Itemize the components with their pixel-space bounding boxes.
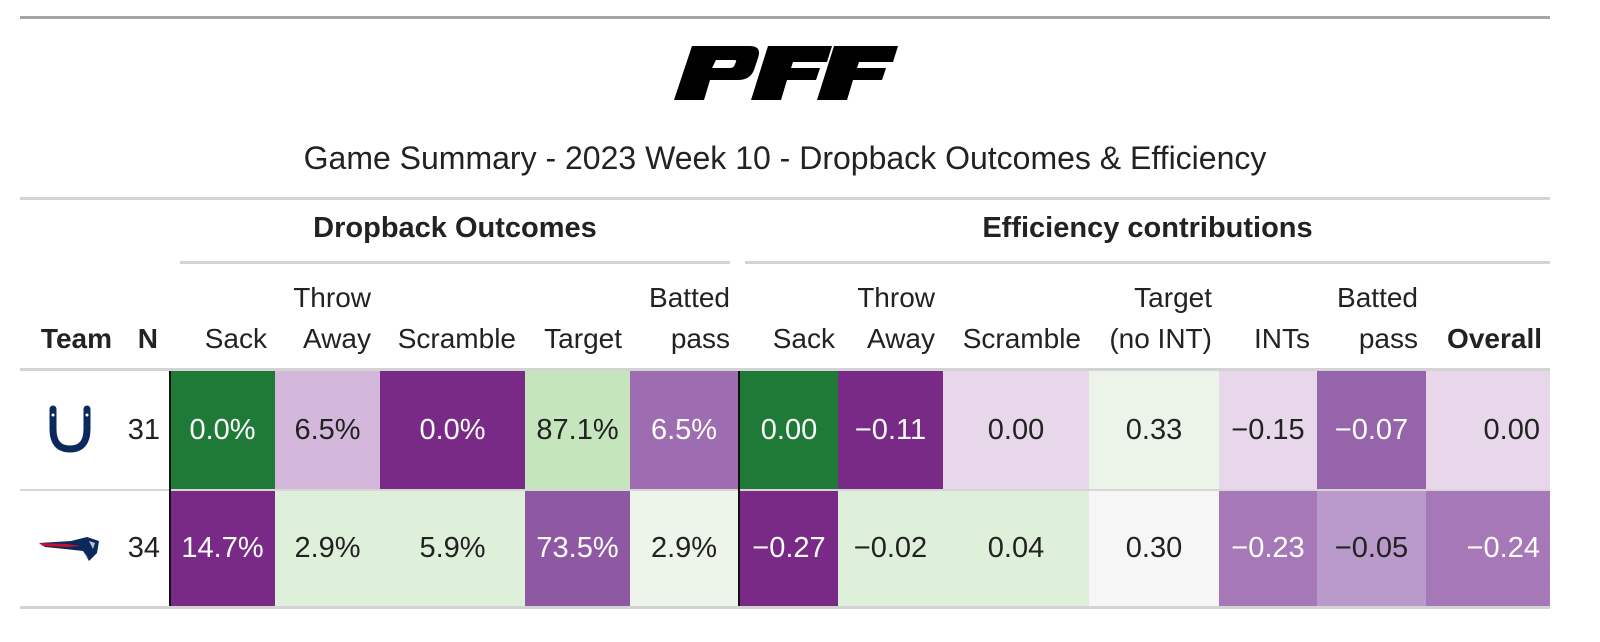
eff-sack-cell: −0.27 [740, 491, 838, 606]
eff-throw-away-cell: −0.11 [838, 371, 943, 489]
col-scramble: Scramble [397, 323, 516, 354]
col-overall: Overall [1447, 323, 1542, 354]
throw-away-pct-cell: 6.5% [275, 371, 380, 489]
col-eff-throw-away-line1: Throw [857, 282, 935, 313]
eff-batted-cell: −0.05 [1317, 491, 1426, 606]
col-eff-sack: Sack [772, 323, 835, 354]
col-n: N [137, 323, 158, 354]
col-eff-target-line1: Target [1134, 282, 1212, 313]
col-throw-away-line1: Throw [293, 282, 371, 313]
batted-pct-cell: 2.9% [630, 491, 738, 606]
eff-target-cell: 0.30 [1089, 491, 1219, 606]
col-sack: Sack [204, 323, 267, 354]
header-rule [20, 368, 1550, 371]
eff-target-cell: 0.33 [1089, 371, 1219, 489]
spanner-efficiency-contributions: Efficiency contributions [982, 212, 1313, 244]
col-batted-line1: Batted [649, 282, 730, 313]
spanner-dropback-rule [180, 261, 730, 264]
bottom-rule [20, 606, 1550, 609]
n-value: 31 [127, 413, 160, 446]
sack-pct-cell: 14.7% [170, 491, 275, 606]
group-divider-line [738, 371, 740, 606]
spanner-efficiency-rule [745, 261, 1550, 264]
n-value: 34 [127, 532, 160, 564]
left-border-line [169, 371, 171, 606]
col-eff-batted-line2: pass [1358, 323, 1418, 354]
col-eff-target-line2: (no INT) [1109, 323, 1212, 354]
table-title: Game Summary - 2023 Week 10 - Dropback O… [303, 140, 1267, 176]
patriots-logo-icon [39, 536, 99, 561]
team-logo-cell [20, 491, 120, 606]
sack-pct-cell: 0.0% [170, 371, 275, 489]
col-eff-batted-line1: Batted [1337, 282, 1418, 313]
overall-cell: −0.24 [1426, 491, 1550, 606]
target-pct-cell: 87.1% [525, 371, 630, 489]
scramble-pct-cell: 5.9% [380, 491, 525, 606]
col-eff-scramble: Scramble [962, 323, 1081, 354]
col-batted-line2: pass [670, 323, 730, 354]
col-ints: INTs [1254, 323, 1310, 354]
team-logo-cell [20, 371, 120, 489]
title-rule [20, 197, 1550, 200]
overall-cell: 0.00 [1426, 371, 1550, 489]
throw-away-pct-cell: 2.9% [275, 491, 380, 606]
eff-scramble-cell: 0.04 [943, 491, 1089, 606]
eff-scramble-cell: 0.00 [943, 371, 1089, 489]
ints-cell: −0.15 [1219, 371, 1317, 489]
colts-horseshoe-icon [49, 405, 91, 453]
col-target: Target [544, 323, 622, 354]
batted-pct-cell: 6.5% [630, 371, 738, 489]
col-team: Team [40, 323, 112, 354]
target-pct-cell: 73.5% [525, 491, 630, 606]
eff-sack-cell: 0.00 [740, 371, 838, 489]
row-divider [20, 489, 1550, 491]
col-eff-throw-away-line2: Away [867, 323, 935, 354]
eff-throw-away-cell: −0.02 [838, 491, 943, 606]
pff-logo [674, 46, 898, 100]
spanner-dropback-outcomes: Dropback Outcomes [313, 212, 597, 244]
ints-cell: −0.23 [1219, 491, 1317, 606]
top-rule [20, 16, 1550, 19]
eff-batted-cell: −0.07 [1317, 371, 1426, 489]
scramble-pct-cell: 0.0% [380, 371, 525, 489]
col-throw-away-line2: Away [303, 323, 371, 354]
